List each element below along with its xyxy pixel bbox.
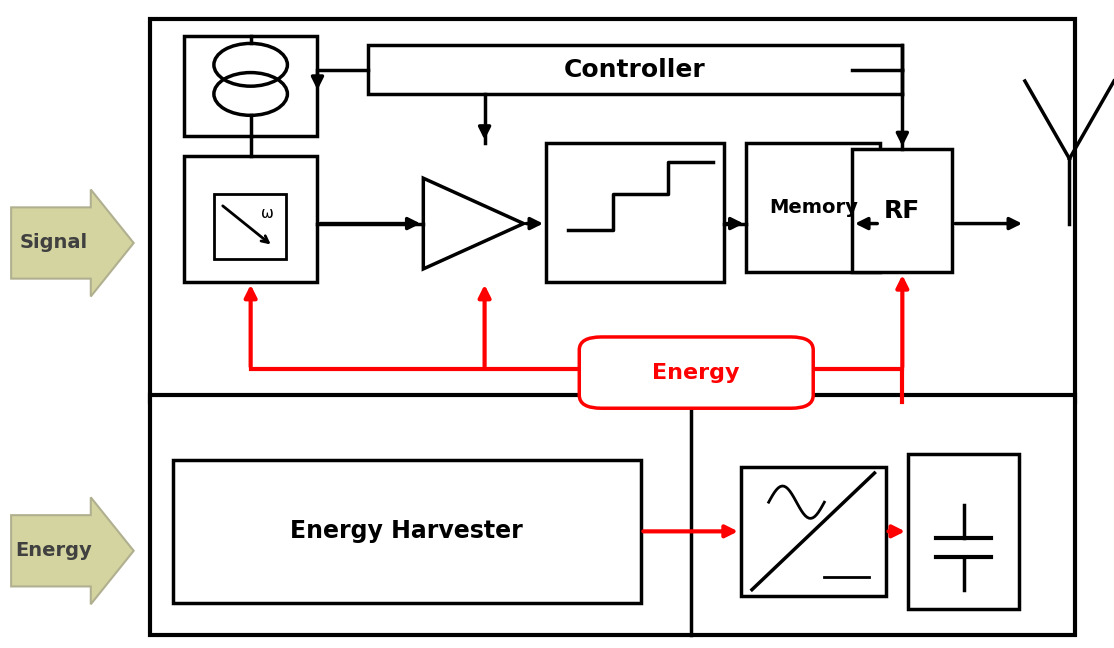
Text: ω: ω xyxy=(261,206,274,222)
FancyBboxPatch shape xyxy=(184,36,317,136)
FancyBboxPatch shape xyxy=(184,156,317,282)
FancyBboxPatch shape xyxy=(746,143,880,272)
Text: RF: RF xyxy=(885,198,920,223)
Text: Memory: Memory xyxy=(769,198,858,217)
FancyBboxPatch shape xyxy=(150,395,1075,635)
Text: Signal: Signal xyxy=(20,233,88,253)
FancyBboxPatch shape xyxy=(214,194,286,259)
FancyBboxPatch shape xyxy=(852,149,952,272)
FancyBboxPatch shape xyxy=(579,337,813,408)
FancyBboxPatch shape xyxy=(546,143,724,282)
FancyBboxPatch shape xyxy=(368,45,902,94)
Text: Energy: Energy xyxy=(653,363,740,382)
Polygon shape xyxy=(11,189,134,297)
FancyBboxPatch shape xyxy=(173,460,641,603)
FancyBboxPatch shape xyxy=(150,19,1075,402)
Polygon shape xyxy=(11,498,134,604)
Text: Controller: Controller xyxy=(564,58,706,82)
Text: Energy Harvester: Energy Harvester xyxy=(291,519,522,544)
FancyBboxPatch shape xyxy=(908,454,1019,609)
Polygon shape xyxy=(423,178,524,269)
Text: Energy: Energy xyxy=(16,541,92,561)
FancyBboxPatch shape xyxy=(741,467,886,596)
